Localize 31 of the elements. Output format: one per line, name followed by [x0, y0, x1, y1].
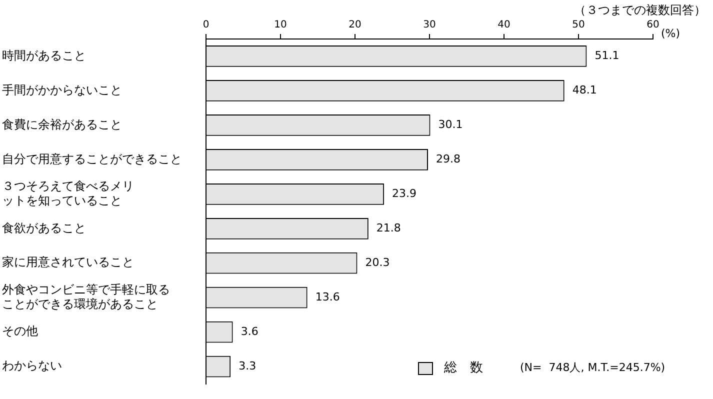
y-tick-label: 家に用意されていること — [2, 255, 134, 270]
y-tick-label: 外食やコンビニ等で手軽に取ることができる環境があること — [2, 282, 170, 311]
data-label: 30.1 — [438, 118, 463, 132]
text: （３つまでの複数回答） — [574, 3, 706, 18]
data-label: 23.9 — [392, 187, 417, 200]
x-tick-label: 0 — [202, 20, 210, 31]
y-tick-label: 時間があること — [2, 48, 86, 62]
x-tick-label: 20 — [348, 20, 362, 31]
y-tick-label: わからない — [2, 358, 62, 373]
data-label: 51.1 — [594, 49, 620, 62]
x-tick-label: 60 — [646, 20, 660, 31]
x-axis-title: (%) — [661, 26, 680, 40]
y-tick-label: ３つそろえて食べるメリットを知っていること — [2, 179, 134, 208]
legend-label: 総 数 — [443, 360, 483, 376]
y-tick-label: 食欲があること — [2, 220, 86, 235]
data-label: 21.8 — [376, 222, 401, 234]
y-tick-label: 手間がかからないこと — [2, 82, 122, 97]
data-label: 29.8 — [436, 152, 461, 166]
x-tick-label: 40 — [498, 20, 510, 31]
data-label: 3.3 — [238, 359, 256, 372]
y-tick-label: 自分で用意することができること — [2, 152, 182, 166]
data-label: 48.1 — [572, 84, 597, 97]
x-tick-label: 10 — [274, 20, 287, 31]
data-label: 13.6 — [315, 290, 340, 304]
x-tick-label: 30 — [423, 20, 436, 31]
data-label: 3.6 — [240, 324, 258, 338]
data-label: 20.3 — [365, 256, 390, 269]
y-tick-label: 食費に余裕があること — [2, 117, 122, 132]
x-tick-label: 50 — [572, 20, 585, 31]
annotation: (N= 748人, M.T.=245.7%) — [520, 360, 666, 374]
y-tick-label: その他 — [2, 324, 38, 338]
